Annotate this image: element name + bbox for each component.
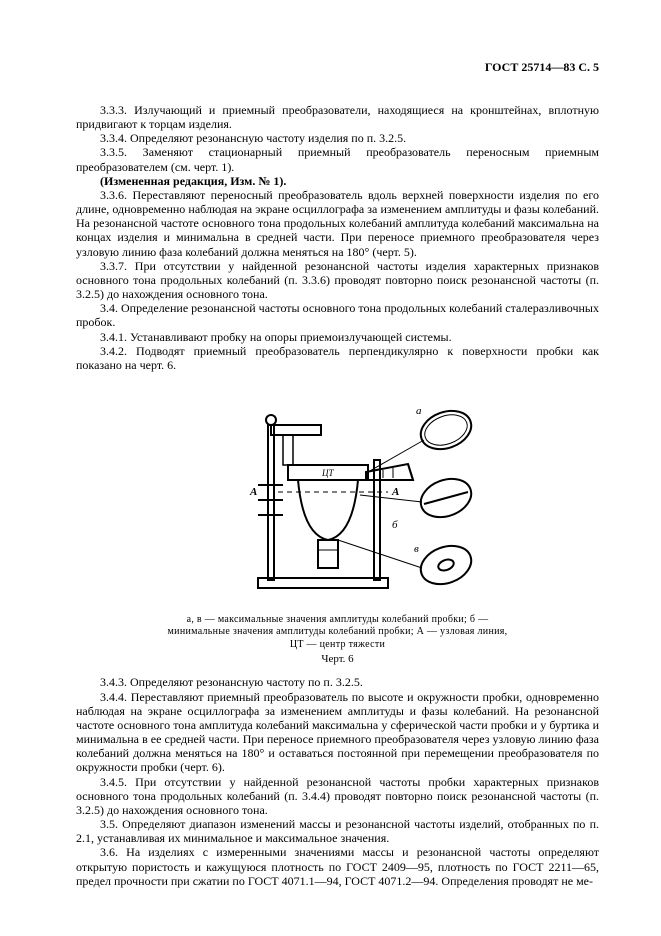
para-3-3-4: 3.3.4. Определяют резонансную частоту из…: [76, 131, 599, 145]
fig-label-b: б: [392, 519, 398, 531]
figure-6-caption: а, в — максимальные значения амплитуды к…: [168, 614, 508, 652]
fig-label-ct: ЦТ: [321, 468, 334, 478]
page-header: ГОСТ 25714—83 С. 5: [76, 60, 599, 75]
para-3-4-4: 3.4.4. Переставляют приемный преобразова…: [76, 690, 599, 775]
para-3-4-3: 3.4.3. Определяют резонансную частоту по…: [76, 675, 599, 689]
para-3-3-6: 3.3.6. Переставляют переносный преобразо…: [76, 188, 599, 259]
para-3-4-5: 3.4.5. При отсутствии у найденной резона…: [76, 775, 599, 817]
para-3-3-7: 3.3.7. При отсутствии у найденной резона…: [76, 259, 599, 301]
fig-label-a: а: [416, 405, 422, 417]
figure-6-svg: ЦТ А А а: [188, 380, 488, 600]
fig-label-v: в: [414, 543, 419, 555]
para-3-4: 3.4. Определение резонансной частоты осн…: [76, 301, 599, 329]
figure-6-label: Черт. 6: [76, 653, 599, 665]
para-3-6: 3.6. На изделиях с измеренными значениям…: [76, 845, 599, 887]
para-edition: (Измененная редакция, Изм. № 1).: [76, 174, 599, 188]
para-3-3-5: 3.3.5. Заменяют стационарный приемный пр…: [76, 145, 599, 173]
para-3-3-3: 3.3.3. Излучающий и приемный преобразова…: [76, 103, 599, 131]
fig-label-a-right: А: [391, 486, 399, 498]
para-3-4-1: 3.4.1. Устанавливают пробку на опоры при…: [76, 330, 599, 344]
para-3-4-2: 3.4.2. Подводят приемный преобразователь…: [76, 344, 599, 372]
para-3-5: 3.5. Определяют диапазон изменений массы…: [76, 817, 599, 845]
figure-6: ЦТ А А а: [76, 380, 599, 604]
fig-label-a-left: А: [249, 486, 257, 498]
